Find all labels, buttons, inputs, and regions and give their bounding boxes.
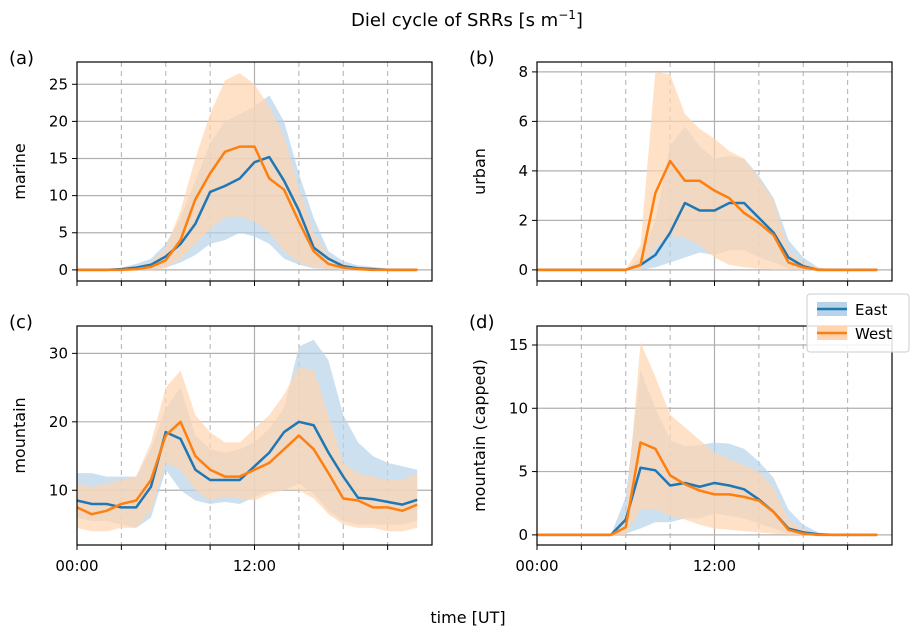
band-west <box>537 342 878 535</box>
x-axis-label: time [UT] <box>430 608 505 627</box>
y-tick-label: 30 <box>49 344 68 362</box>
panel-label: (a) <box>9 48 34 69</box>
x-tick-label: 00:00 <box>55 557 98 575</box>
y-tick-label: 20 <box>49 413 68 431</box>
y-tick-label: 6 <box>518 112 528 130</box>
y-axis-label: marine <box>10 143 29 199</box>
legend-east-label: East <box>855 301 887 319</box>
panel-label: (c) <box>9 312 33 333</box>
y-tick-label: 10 <box>49 481 68 499</box>
figure-title: Diel cycle of SRRs [s m−1] <box>351 8 583 31</box>
y-tick-label: 10 <box>509 399 528 417</box>
y-axis-label: urban <box>470 148 489 195</box>
y-tick-label: 5 <box>58 224 68 242</box>
series-line-west <box>76 420 418 516</box>
y-tick-label: 2 <box>518 211 528 229</box>
x-tick-label: 00:00 <box>515 557 558 575</box>
y-tick-label: 25 <box>49 75 68 93</box>
y-axis-label: mountain (capped) <box>470 359 489 512</box>
panel-label: (b) <box>469 48 494 69</box>
y-tick-label: 0 <box>58 261 68 279</box>
y-tick-label: 15 <box>509 336 528 354</box>
series-line-west <box>77 145 418 272</box>
panel-a: 0 5 10 15 20 25 marine (a) <box>9 48 433 286</box>
legend: East West <box>806 293 910 353</box>
y-tick-label: 0 <box>518 261 528 279</box>
panel-b: 0 2 4 6 8 urban (b) <box>469 48 893 286</box>
panel-d: 0 5 10 15 00:00 12:00 mountain (capped) (d) <box>469 312 893 575</box>
x-tick-label: 12:00 <box>233 557 276 575</box>
y-tick-label: 0 <box>518 526 528 544</box>
band-west <box>77 367 418 532</box>
y-tick-label: 8 <box>518 63 528 81</box>
y-tick-label: 4 <box>518 162 528 180</box>
legend-west-label: West <box>855 325 892 343</box>
series-line-west <box>537 159 878 272</box>
y-tick-label: 15 <box>49 150 68 168</box>
series-line-west <box>537 441 878 537</box>
y-tick-label: 10 <box>49 187 68 205</box>
panel-c: 10 20 30 00:00 12:00 mountain (c) <box>9 312 433 575</box>
y-tick-label: 5 <box>518 463 528 481</box>
panel-label: (d) <box>469 312 494 333</box>
band-west <box>537 71 878 270</box>
y-axis-label: mountain <box>10 397 29 473</box>
y-tick-label: 20 <box>49 112 68 130</box>
x-tick-label: 12:00 <box>693 557 736 575</box>
